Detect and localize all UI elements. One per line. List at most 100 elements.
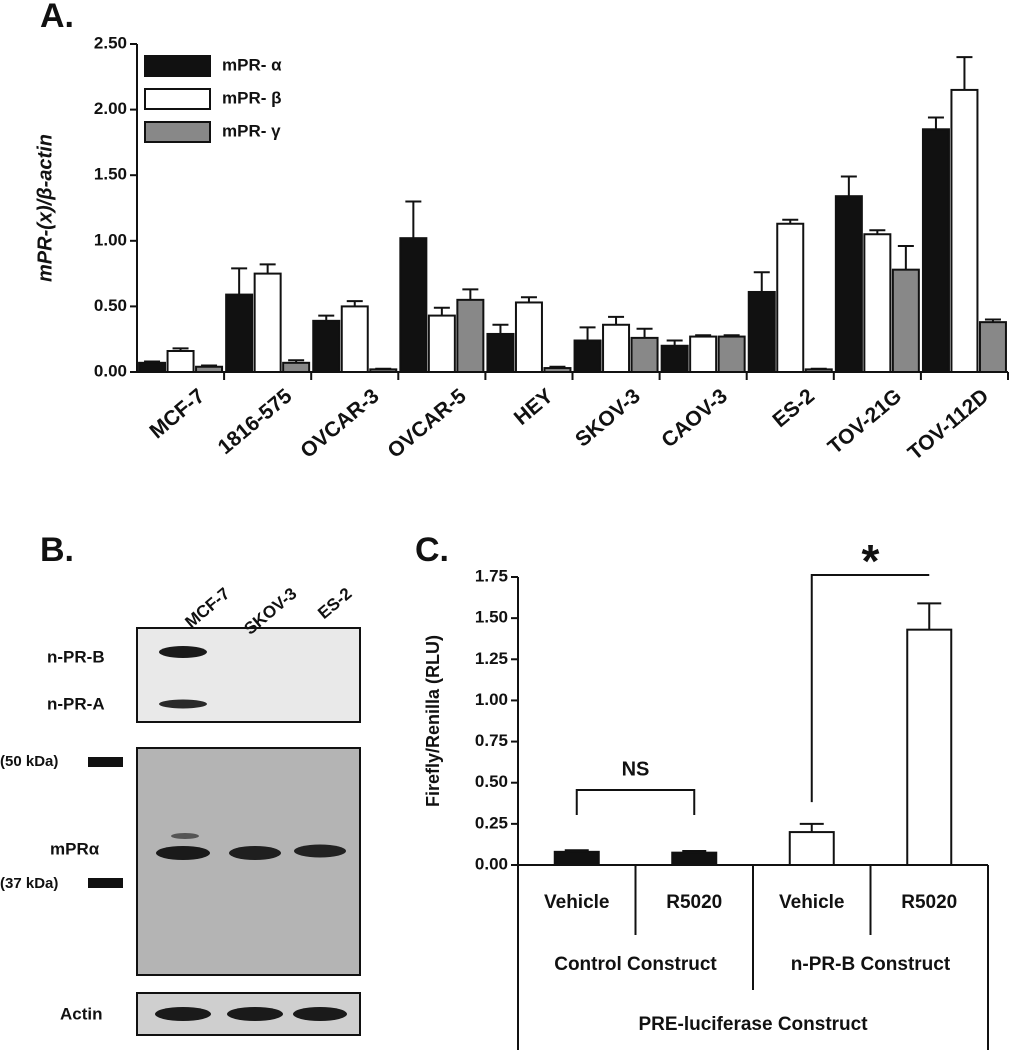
- bar: [340, 305, 369, 373]
- annotation: *: [862, 535, 880, 587]
- bar: [671, 851, 718, 867]
- x-tick-label: CAOV-3: [657, 384, 732, 452]
- bar: [456, 298, 485, 373]
- y-tick-label: 1.50: [475, 608, 508, 627]
- bar: [195, 365, 224, 374]
- x-tick-label: Vehicle: [779, 892, 845, 913]
- error-bar: [259, 263, 276, 274]
- legend-label: mPR- β: [222, 88, 282, 107]
- bar: [660, 344, 689, 374]
- bar: [689, 335, 718, 373]
- group-label: n-PR-B Construct: [791, 954, 951, 975]
- bar: [514, 301, 543, 373]
- panel-label: B.: [40, 531, 74, 569]
- error-bar: [433, 306, 450, 316]
- y-tick-label: 2.00: [94, 99, 127, 118]
- x-tick-label: Vehicle: [544, 892, 610, 913]
- bar: [776, 222, 805, 373]
- bar: [369, 368, 398, 374]
- x-tick-label: OVCAR-5: [383, 384, 470, 463]
- bar: [788, 831, 835, 866]
- error-bar: [927, 116, 944, 130]
- bar: [225, 293, 254, 374]
- x-tick-label: SKOV-3: [571, 384, 645, 451]
- y-tick-label: 0.50: [94, 296, 127, 315]
- bar: [399, 237, 428, 373]
- blot-images: [88, 627, 361, 1036]
- x-tick-label: OVCAR-3: [296, 384, 383, 462]
- x-tick-label: MCF-7: [145, 384, 209, 443]
- legend-swatch: [144, 121, 211, 143]
- legend-swatch: [144, 88, 211, 110]
- legend-label: mPR- γ: [222, 121, 281, 140]
- error-bar: [897, 245, 914, 270]
- y-tick-label: 1.50: [94, 165, 127, 184]
- x-tick-label: R5020: [666, 892, 722, 913]
- blot-label: mPRα: [50, 839, 100, 858]
- bar: [282, 361, 311, 374]
- bar: [543, 367, 572, 373]
- y-axis-label: Firefly/Renilla (RLU): [423, 635, 443, 807]
- y-tick-label: 0.75: [475, 731, 508, 750]
- blot-label: Actin: [60, 1004, 103, 1023]
- bar: [804, 368, 833, 374]
- y-tick-label: 0.25: [475, 813, 508, 832]
- bar: [630, 336, 659, 373]
- bar: [978, 321, 1007, 374]
- legend-label: mPR- α: [222, 55, 282, 74]
- bar: [834, 195, 863, 373]
- bar: [253, 272, 282, 374]
- y-tick-label: 0.00: [475, 854, 508, 873]
- lane-label: ES-2: [314, 584, 355, 623]
- annotation: NS: [622, 758, 650, 780]
- outer-group-label: PRE-luciferase Construct: [638, 1014, 868, 1035]
- bar: [553, 850, 600, 867]
- blot-label: n-PR-A: [47, 694, 105, 713]
- x-tick-label: 1816-575: [214, 384, 297, 459]
- bar: [950, 88, 979, 373]
- y-axis-label: mPR-(x)/β-actin: [34, 134, 56, 282]
- y-tick-label: 0.50: [475, 772, 508, 791]
- bar: [312, 319, 341, 373]
- error-bar: [799, 822, 824, 833]
- error-bar: [405, 200, 422, 239]
- bar: [427, 314, 456, 374]
- blot-label: n-PR-B: [47, 647, 105, 666]
- bracket: [810, 574, 930, 803]
- group-label: Control Construct: [554, 954, 717, 975]
- x-tick-label: ES-2: [768, 384, 819, 432]
- bar: [486, 332, 515, 373]
- y-tick-label: 1.00: [94, 230, 127, 249]
- error-bar: [753, 271, 770, 292]
- y-tick-label: 1.75: [475, 566, 508, 585]
- blot-label: (50 kDa): [0, 753, 58, 770]
- error-bar: [579, 326, 596, 341]
- error-bar: [492, 323, 509, 334]
- bar: [602, 323, 631, 374]
- y-tick-label: 1.25: [475, 649, 508, 668]
- error-bar: [462, 288, 479, 300]
- blot-label: (37 kDa): [0, 875, 58, 892]
- bar: [906, 628, 953, 866]
- error-bar: [636, 327, 653, 338]
- lane-label: MCF-7: [181, 584, 233, 632]
- error-bar: [231, 267, 248, 295]
- error-bar: [840, 175, 857, 197]
- error-bar: [608, 315, 625, 325]
- y-tick-label: 1.00: [475, 690, 508, 709]
- y-tick-label: 2.50: [94, 33, 127, 52]
- legend-swatch: [144, 55, 211, 77]
- bar: [138, 361, 167, 374]
- bar: [717, 335, 746, 373]
- bar: [891, 268, 920, 373]
- x-tick-label: TOV-21G: [824, 384, 906, 458]
- x-tick-label: R5020: [901, 892, 957, 913]
- panel-label: A.: [40, 0, 74, 35]
- x-tick-label: TOV-112D: [904, 384, 994, 464]
- x-tick-label: HEY: [510, 384, 558, 429]
- bar: [747, 290, 776, 373]
- bar: [863, 233, 892, 373]
- bar: [921, 128, 950, 373]
- bar: [166, 350, 195, 373]
